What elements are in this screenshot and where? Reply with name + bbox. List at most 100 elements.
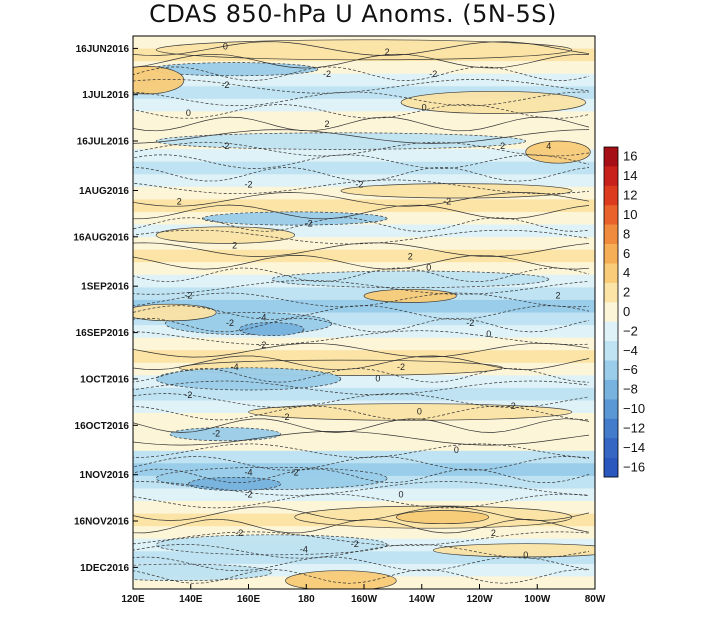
negative-contour [133,443,590,459]
y-tick-label: 16OCT2016 [75,421,130,432]
colorbar-label: −6 [623,362,638,377]
contour-label: -2 [323,69,331,79]
y-tick-label: 16NOV2016 [74,517,129,528]
colorbar-label: −14 [623,440,645,455]
negative-anomaly-feature [188,476,282,491]
negative-anomaly-feature [238,322,305,337]
colorbar-label: −16 [623,459,645,474]
x-tick-label: 100W [524,594,551,605]
colorbar-label: −8 [623,382,638,397]
contour-label: 0 [223,41,228,51]
positive-contour [133,254,590,270]
positive-anomaly-feature [363,288,457,303]
anomaly-band [133,249,595,263]
positive-contour [133,204,590,220]
positive-anomaly-feature [248,403,573,421]
x-tick-label: 160E [237,594,261,605]
contour-label: 2 [232,240,237,250]
positive-contour [133,192,590,207]
anomaly-features [133,39,595,589]
contour-label: -4 [231,362,239,372]
negative-contour [133,91,590,107]
contour-label: 2 [555,290,560,300]
positive-anomaly-feature [340,183,573,199]
colorbar-swatch [604,418,618,439]
y-tick-label: 16AUG2016 [73,232,129,243]
contour-label: 0 [426,263,431,273]
colorbar-swatch [604,302,618,322]
contour-label: 2 [500,141,505,151]
contour-label: -2 [184,290,192,300]
contour-label: -2 [351,539,359,549]
negative-contour [133,456,590,471]
colorbar-swatch [604,185,618,206]
contour-label: -2 [258,340,266,350]
y-tick-label: 1OCT2016 [80,374,129,385]
negative-anomaly-feature [169,427,282,442]
colorbar-swatch [604,263,618,284]
negative-contour [133,292,590,308]
y-tick-label: 16JUL2016 [77,137,130,148]
colorbar-swatch [604,399,618,420]
negative-contour [133,79,590,94]
negative-contour [133,556,590,572]
colorbar-label: 0 [623,304,630,319]
anomaly-band [133,450,595,464]
anomaly-band [133,124,595,138]
y-tick-label: 1JUL2016 [82,90,129,101]
colorbar-frame [603,146,619,478]
x-tick-label: 80W [585,594,606,605]
x-tick-label: 140W [409,594,436,605]
colorbar-label: −10 [623,401,645,416]
positive-contour [133,418,590,433]
contour-label: -2 [355,180,363,190]
negative-contour [133,330,590,345]
positive-contour [133,430,590,446]
negative-anomaly-feature [271,270,550,288]
contour-label: -4 [244,467,252,477]
contour-label: 0 [454,445,459,455]
anomaly-band [133,387,595,402]
positive-anomaly-feature [155,226,296,244]
contour-label: -4 [258,312,266,322]
negative-contour [133,481,590,496]
colorbar-label: 14 [623,168,637,183]
colorbar-label: 6 [623,246,630,261]
contour-label: -2 [291,467,299,477]
contour-label: 0 [186,108,191,118]
contour-label: -2 [221,141,229,151]
contour-label: -2 [212,429,220,439]
negative-contour [133,493,590,509]
negative-contour [133,569,590,584]
positive-contour [133,116,590,132]
negative-contour [133,544,590,559]
colorbar-swatch [604,379,618,400]
positive-anomaly-feature [400,90,587,114]
y-tick-label: 16SEP2016 [76,328,130,339]
negative-contour [133,317,590,333]
y-tick-label: 1SEP2016 [81,282,129,293]
negative-contour [133,393,590,408]
positive-anomaly-feature [155,39,573,61]
contour-lines: 0 2 -2 -2 -2 0 2 0 2 4 -2 -2 -2 2 -2 -2 2 2 0 2 -2 -4 -2 -2 0 -2 -… [133,41,590,584]
positive-anomaly-feature [432,543,595,558]
negative-contour [133,380,590,396]
positive-contour [133,342,590,358]
positive-anomaly-feature [133,303,217,322]
y-axis: 16JUN2016 1JUL2016 16JUL2016 1AUG2016 16AUG2… [73,44,138,574]
contour-label: -2 [305,218,313,228]
negative-anomaly-feature [155,534,388,556]
colorbar-label: −12 [623,421,645,436]
colorbar-label: 4 [623,265,630,280]
contour-label: -2 [221,80,229,90]
y-tick-label: 16JUN2016 [76,44,130,55]
contour-label: 2 [324,119,329,129]
negative-contour [133,405,590,421]
colorbar-swatch [604,341,618,361]
contour-label: -4 [300,545,308,555]
contour-label: -2 [397,362,405,372]
colorbar-swatch [604,205,618,225]
contour-label: 0 [375,373,380,383]
contour-label: 0 [523,550,528,560]
